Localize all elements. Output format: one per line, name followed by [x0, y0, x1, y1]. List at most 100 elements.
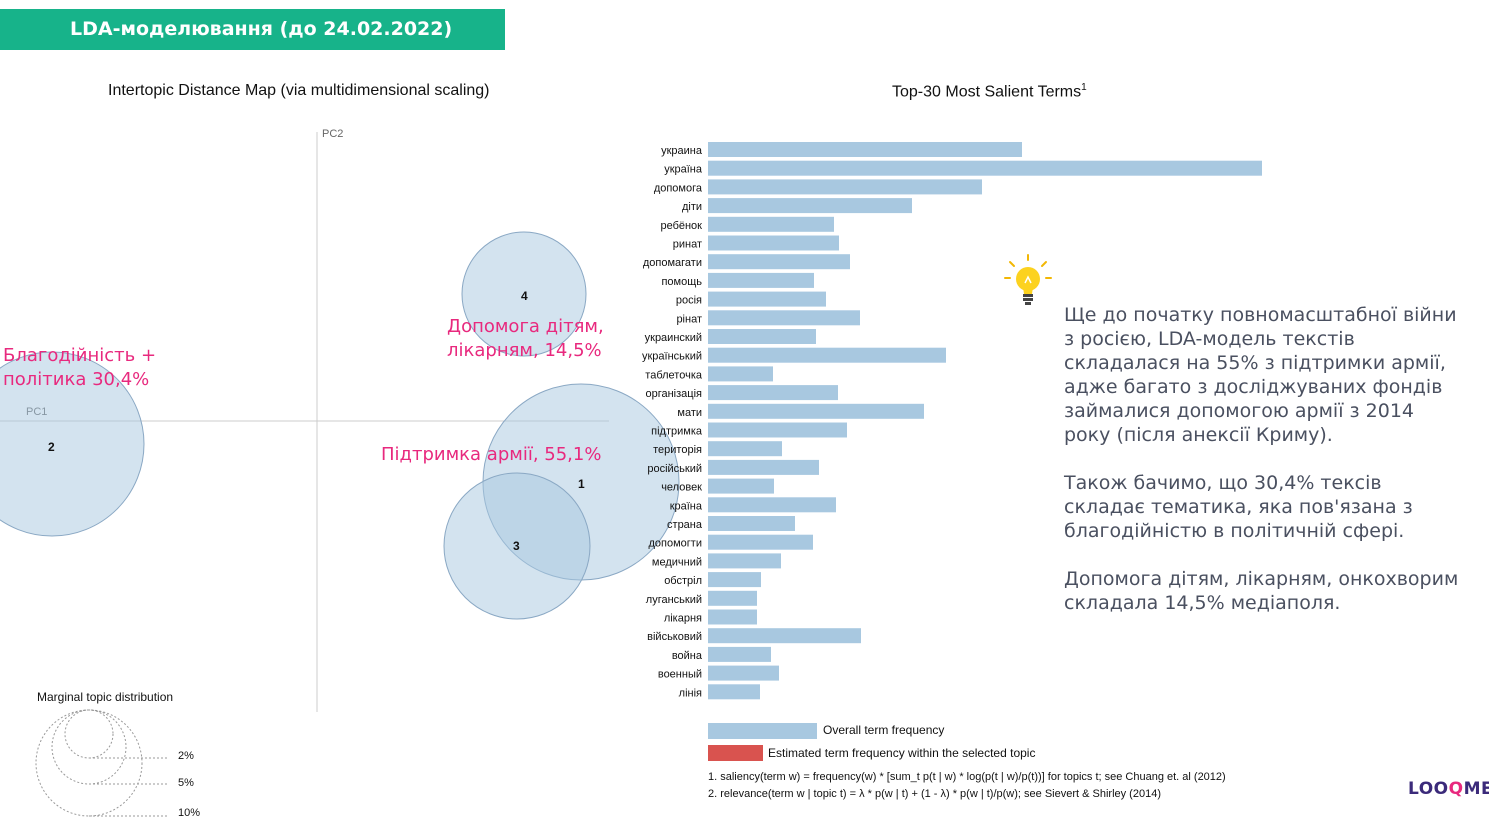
- side-panel: Ще до початку повномасштабної війни з ро…: [1064, 303, 1459, 639]
- bar-17[interactable]: [708, 459, 819, 475]
- bar-23[interactable]: [708, 572, 761, 588]
- topic-label-3: 3: [513, 539, 520, 553]
- footnote-1: 1. saliency(term w) = frequency(w) * [su…: [708, 771, 1226, 783]
- bar-20[interactable]: [708, 516, 795, 531]
- bar-12[interactable]: [708, 366, 773, 382]
- bar-29[interactable]: [708, 684, 760, 700]
- footnote-2: 2. relevance(term w | topic t) = λ * p(w…: [708, 788, 1161, 800]
- header-bar: LDA-моделювання (до 24.02.2022): [0, 9, 505, 50]
- terms-title-text: Top-30 Most Salient Terms: [892, 83, 1082, 101]
- bar-4[interactable]: [708, 216, 834, 232]
- bar-19[interactable]: [708, 497, 836, 513]
- term-label-12: таблеточка: [645, 369, 703, 381]
- bar-27[interactable]: [708, 646, 771, 662]
- bar-14[interactable]: [708, 403, 924, 419]
- bar-9[interactable]: [708, 310, 860, 326]
- term-label-2: допомога: [654, 182, 703, 194]
- term-label-13: організація: [645, 388, 702, 400]
- term-label-29: лінія: [679, 687, 702, 699]
- term-label-17: російський: [647, 463, 702, 475]
- topic-label-1: 1: [578, 477, 585, 491]
- pc2-label: PC2: [322, 128, 343, 140]
- map-title: Intertopic Distance Map (via multidimens…: [108, 82, 490, 99]
- bar-21[interactable]: [708, 534, 813, 550]
- annotation-topic1: Підтримка армії, 55,1%: [381, 444, 602, 465]
- term-label-8: росія: [676, 295, 702, 307]
- marginal-title: Marginal topic distribution: [37, 690, 174, 704]
- term-label-6: допомагати: [643, 257, 702, 269]
- marginal-circle-5: [51, 709, 127, 785]
- logo-part2: Q: [1448, 779, 1464, 799]
- term-label-20: страна: [667, 519, 703, 531]
- term-label-4: ребёнок: [660, 220, 702, 232]
- legend-label-topic: Estimated term frequency within the sele…: [768, 746, 1035, 760]
- annotation-topic2-line1: Благодійність +: [3, 345, 157, 366]
- legend-swatch-overall: [708, 723, 817, 739]
- bar-5[interactable]: [708, 235, 839, 251]
- term-label-23: обстріл: [664, 575, 702, 587]
- bar-28[interactable]: [708, 665, 779, 681]
- bar-1[interactable]: [708, 160, 1262, 176]
- term-label-22: медичний: [652, 556, 702, 568]
- term-label-9: рінат: [676, 313, 702, 325]
- bar-18[interactable]: [708, 478, 774, 494]
- bar-25[interactable]: [708, 609, 757, 625]
- bar-13[interactable]: [708, 385, 838, 401]
- looqme-logo: LOOQME: [1408, 779, 1489, 799]
- legend-swatch-topic: [708, 745, 763, 761]
- lightbulb-icon: [1004, 254, 1052, 305]
- term-label-5: ринат: [673, 239, 702, 251]
- bar-26[interactable]: [708, 628, 861, 644]
- term-label-0: украина: [661, 145, 703, 157]
- bar-8[interactable]: [708, 291, 826, 307]
- marginal-label-2: 2%: [178, 750, 194, 762]
- term-label-10: украинский: [645, 332, 702, 344]
- bar-16[interactable]: [708, 441, 782, 457]
- bar-7[interactable]: [708, 272, 814, 288]
- bar-22[interactable]: [708, 553, 781, 569]
- topic-bubble-4[interactable]: [461, 231, 587, 357]
- bar-2[interactable]: [708, 179, 982, 195]
- term-label-7: помощь: [661, 276, 702, 288]
- term-label-25: лікарня: [664, 613, 702, 625]
- bar-10[interactable]: [708, 329, 816, 344]
- bar-6[interactable]: [708, 254, 850, 270]
- topic-label-4: 4: [521, 289, 528, 303]
- topic-label-2: 2: [48, 440, 55, 454]
- marginal-label-10: 10%: [178, 807, 200, 819]
- bar-24[interactable]: [708, 590, 757, 606]
- annotation-topic2: Благодійність + політика 30,4%: [3, 344, 156, 392]
- terms-title-sup: 1: [1081, 82, 1087, 93]
- logo-part1: LOO: [1408, 779, 1449, 799]
- term-label-19: країна: [670, 500, 703, 512]
- term-label-15: підтримка: [651, 426, 703, 438]
- header-title: LDA-моделювання (до 24.02.2022): [70, 18, 453, 40]
- term-label-11: український: [642, 351, 702, 363]
- annotation-topic4: Допомога дітям, лікарням, 14,5%: [447, 315, 647, 363]
- term-label-1: україна: [664, 164, 703, 176]
- logo-part3: ME: [1463, 779, 1489, 799]
- term-label-28: военный: [658, 669, 702, 681]
- bar-15[interactable]: [708, 422, 847, 438]
- term-label-14: мати: [677, 407, 702, 419]
- marginal-label-5: 5%: [178, 777, 194, 789]
- legend-label-overall: Overall term frequency: [823, 723, 944, 737]
- side-paragraph-1: Ще до початку повномасштабної війни з ро…: [1064, 304, 1457, 446]
- bar-0[interactable]: [708, 142, 1022, 157]
- annotation-topic4-text: Допомога дітям, лікарням, 14,5%: [447, 316, 604, 361]
- term-label-27: война: [672, 650, 703, 662]
- bar-11[interactable]: [708, 347, 946, 363]
- side-paragraph-3: Допомога дітям, лікарням, онкохворим скл…: [1064, 568, 1459, 614]
- topic-bubble-3[interactable]: [443, 472, 591, 620]
- term-label-26: військовий: [647, 631, 702, 643]
- term-label-18: человек: [661, 482, 702, 494]
- annotation-topic2-line2: політика 30,4%: [3, 369, 150, 390]
- term-label-21: допомогти: [649, 538, 703, 550]
- bar-3[interactable]: [708, 198, 912, 214]
- term-label-16: територія: [653, 444, 702, 456]
- terms-title: Top-30 Most Salient Terms1: [892, 82, 1087, 101]
- side-paragraph-2: Також бачимо, що 30,4% тексів складає те…: [1064, 472, 1413, 542]
- term-label-3: діти: [682, 201, 702, 213]
- topic-bubble-2[interactable]: [0, 351, 145, 537]
